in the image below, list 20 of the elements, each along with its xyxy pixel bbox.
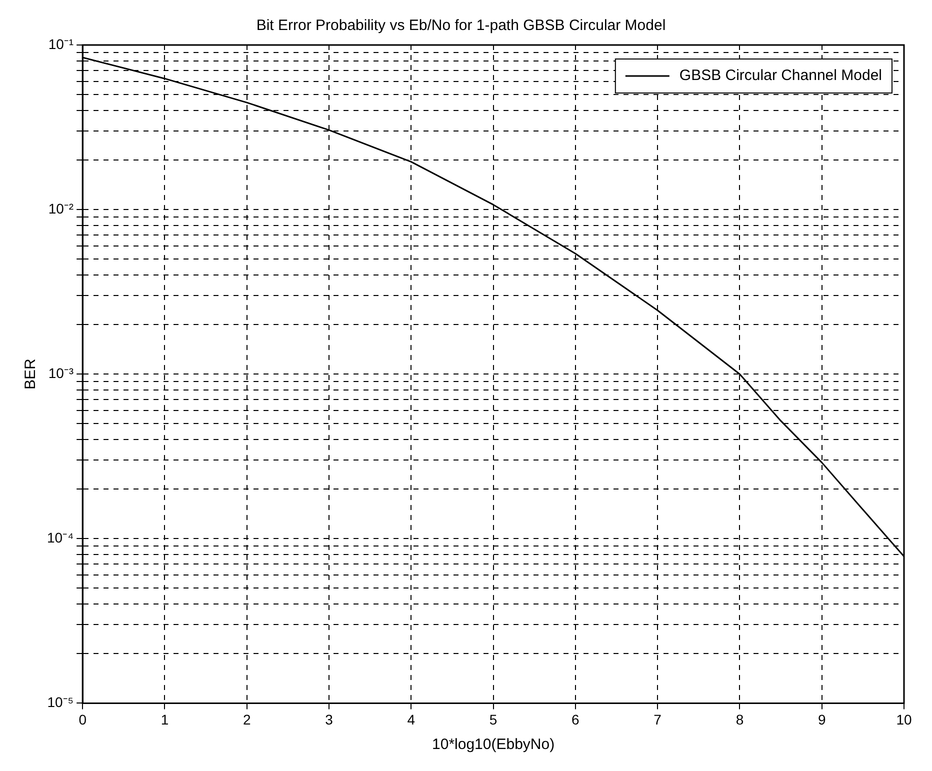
- y-tick-label: 10⁻⁵: [47, 694, 74, 710]
- x-axis-title: 10*log10(EbbyNo): [432, 736, 555, 754]
- x-tick-label: 5: [489, 711, 498, 728]
- y-tick-label: 10⁻¹: [48, 36, 74, 52]
- x-tick-label: 2: [242, 711, 251, 728]
- x-tick-label: 7: [654, 711, 662, 728]
- x-tick-label: 10: [896, 711, 912, 728]
- x-tick-label: 0: [78, 711, 87, 728]
- chart-title: Bit Error Probability vs Eb/No for 1-path GBSB Circular Model: [256, 17, 666, 34]
- legend-label: GBSB Circular Channel Model: [679, 67, 882, 84]
- y-tick-label: 10⁻⁴: [46, 530, 74, 546]
- y-tick-label: 10⁻³: [48, 364, 74, 381]
- x-tick-label: 6: [572, 711, 580, 728]
- x-tick-label: 1: [160, 711, 169, 728]
- x-tick-label: 8: [736, 711, 744, 728]
- x-tick-label: 4: [407, 711, 416, 728]
- y-tick-label: 10⁻²: [48, 200, 74, 216]
- x-tick-label: 9: [818, 711, 826, 728]
- x-tick-label: 3: [325, 711, 334, 728]
- y-axis-title: BER: [22, 358, 40, 390]
